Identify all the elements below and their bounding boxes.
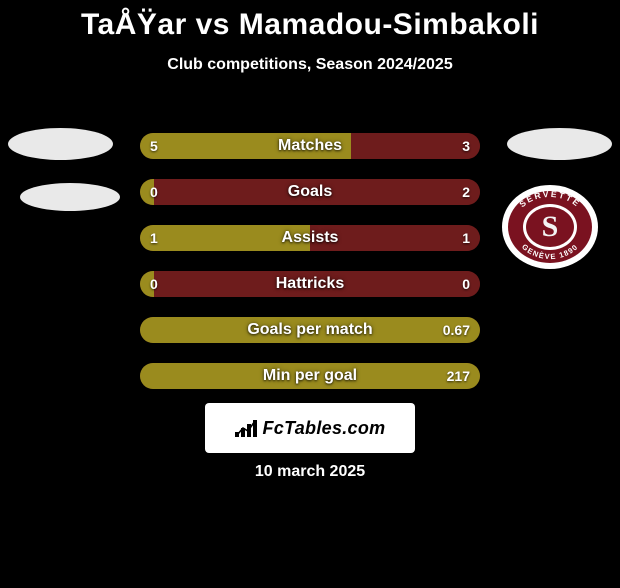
- stat-row: 11Assists: [0, 215, 620, 261]
- stat-row: 53Matches: [0, 123, 620, 169]
- stat-bar: 11Assists: [140, 225, 480, 251]
- stat-bar: 53Matches: [140, 133, 480, 159]
- stat-row: 02Goals: [0, 169, 620, 215]
- stat-bar: 00Hattricks: [140, 271, 480, 297]
- fctables-watermark: FcTables.com: [205, 403, 415, 453]
- stat-row: 00Hattricks: [0, 261, 620, 307]
- page-title: TaÅŸar vs Mamadou-Simbakoli: [0, 8, 620, 42]
- stat-bar: 217Min per goal: [140, 363, 480, 389]
- stat-bar: 02Goals: [140, 179, 480, 205]
- stat-row: 0.67Goals per match: [0, 307, 620, 353]
- fctables-text: FcTables.com: [263, 418, 386, 439]
- stat-row: 217Min per goal: [0, 353, 620, 399]
- bar-chart-icon: [235, 419, 257, 437]
- comparison-list: 53Matches 02Goals 11Assists 00Hattricks 0.67…: [0, 123, 620, 399]
- date-label: 10 march 2025: [0, 463, 620, 481]
- page-subtitle: Club competitions, Season 2024/2025: [0, 56, 620, 74]
- stat-bar: 0.67Goals per match: [140, 317, 480, 343]
